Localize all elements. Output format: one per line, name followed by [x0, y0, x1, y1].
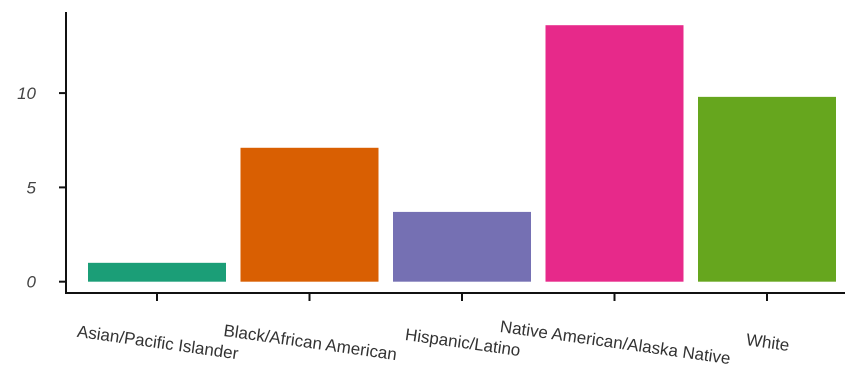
bar-asian-pacific-islander — [88, 262, 226, 282]
x-tick-label: Asian/Pacific Islander — [76, 322, 240, 363]
bar-hispanic-latino — [393, 211, 531, 282]
x-tick-label: Black/African American — [222, 321, 398, 364]
bar-black-african-american — [240, 147, 379, 282]
x-tick-label: White — [745, 330, 791, 355]
y-tick-label: 5 — [27, 178, 37, 197]
y-tick-label: 10 — [17, 84, 36, 103]
bars-group — [88, 25, 836, 282]
x-tick-label: Native American/Alaska Native — [499, 317, 732, 368]
bar-white — [698, 96, 836, 282]
y-tick-label: 0 — [27, 273, 37, 292]
y-ticks-group: 0 5 10 — [17, 84, 66, 292]
bar-native-american-alaska-native — [545, 25, 684, 282]
